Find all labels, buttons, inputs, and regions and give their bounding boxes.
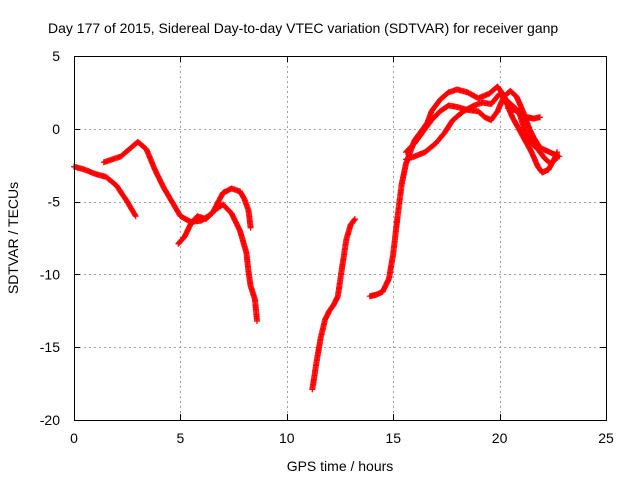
- grid-lines: [74, 56, 606, 420]
- x-tick-label: 20: [492, 430, 508, 446]
- data-point: [247, 224, 254, 231]
- x-axis-label: GPS time / hours: [287, 458, 394, 474]
- series-trace: [71, 163, 139, 220]
- y-tick-label: -15: [40, 339, 60, 355]
- series-trace: [403, 87, 563, 160]
- axis-ticks: [74, 56, 607, 421]
- data-point: [254, 318, 260, 324]
- y-axis-label: SDTVAR / TECUs: [5, 182, 21, 294]
- tick-labels: 0 5 10 15 20 25 -20 -15 -10 -5 0 5: [40, 48, 614, 446]
- x-tick-label: 5: [177, 430, 185, 446]
- data-point: [351, 217, 358, 223]
- series-trace: [175, 201, 260, 324]
- series-trace: [100, 138, 254, 231]
- data-point: [556, 153, 563, 160]
- chart-title: Day 177 of 2015, Sidereal Day-to-day VTE…: [48, 20, 558, 36]
- y-tick-label: 0: [52, 121, 60, 137]
- plot-frame: [74, 56, 607, 421]
- x-tick-label: 25: [598, 430, 614, 446]
- series-trace: [309, 216, 358, 393]
- x-tick-label: 15: [385, 430, 401, 446]
- data-point: [537, 114, 543, 121]
- series-trace: [403, 90, 561, 167]
- y-tick-label: 5: [52, 48, 60, 64]
- series-trace: [505, 105, 543, 122]
- y-tick-label: -20: [40, 412, 60, 428]
- y-tick-label: -5: [48, 194, 61, 210]
- data-points: [71, 83, 563, 393]
- y-tick-label: -10: [40, 266, 60, 282]
- data-point: [351, 216, 358, 223]
- x-tick-label: 10: [279, 430, 295, 446]
- x-tick-label: 0: [70, 430, 78, 446]
- data-point: [132, 213, 139, 220]
